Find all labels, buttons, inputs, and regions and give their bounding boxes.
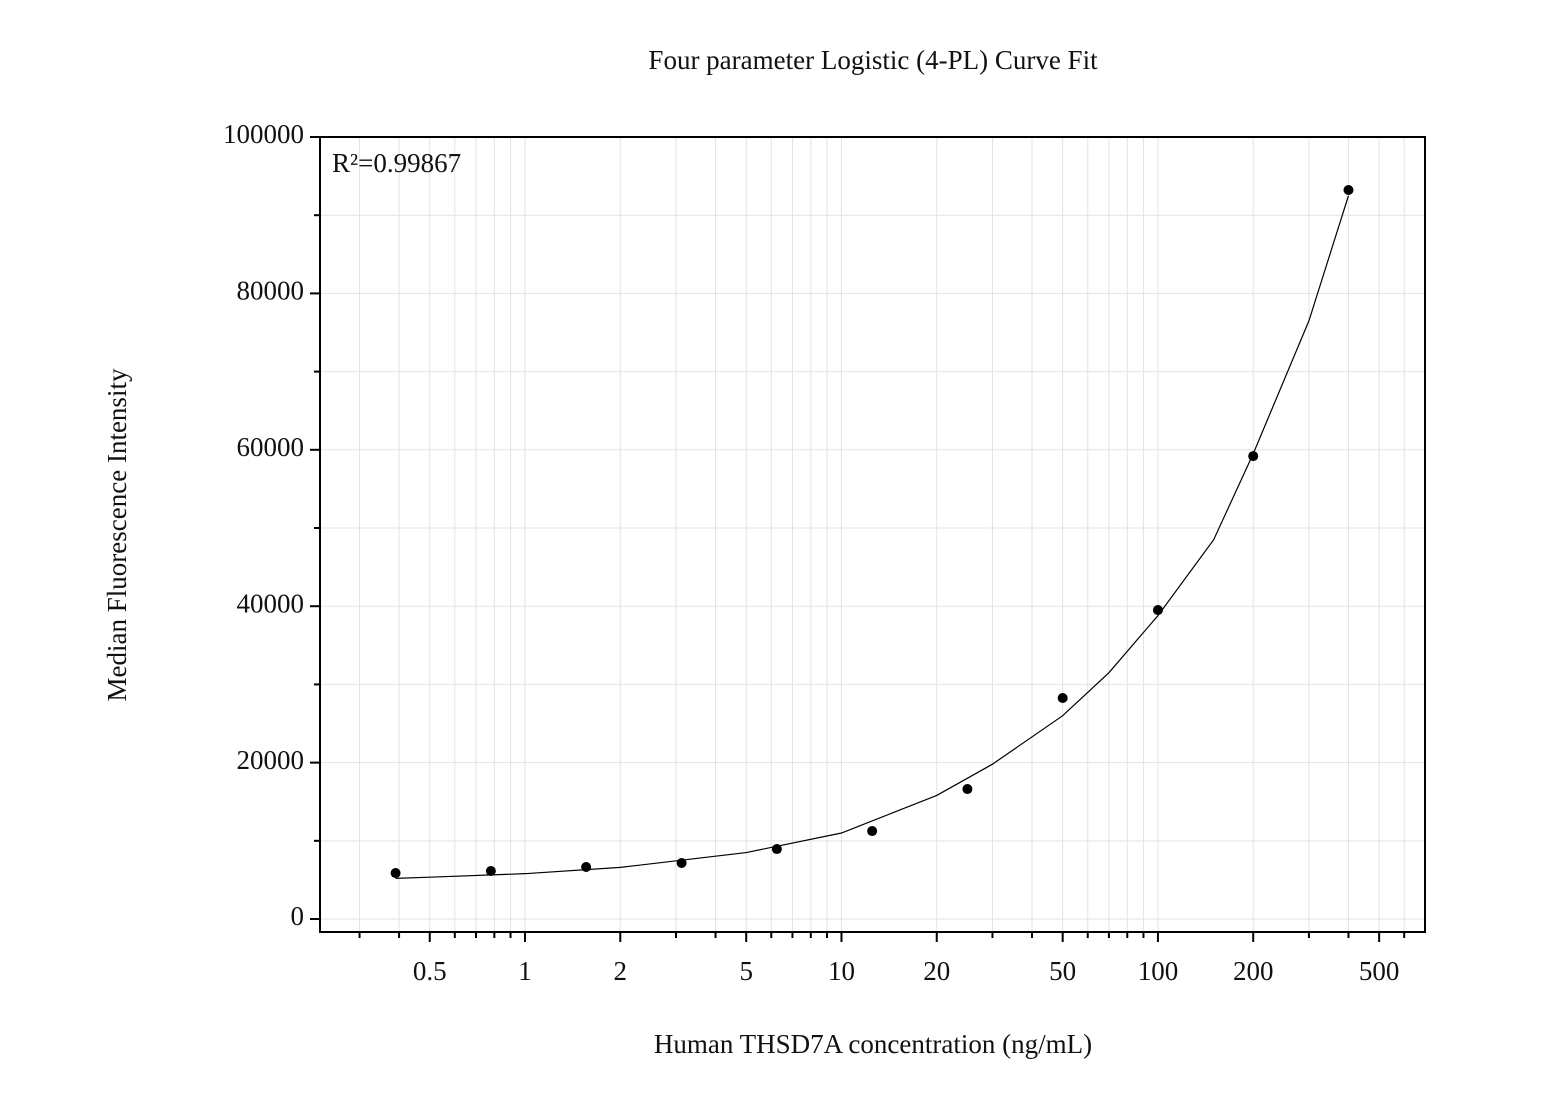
y-tick-label: 100000 <box>223 119 304 149</box>
data-point <box>390 868 401 879</box>
y-tick-label: 60000 <box>237 432 305 462</box>
data-point <box>1248 451 1259 462</box>
data-point <box>962 784 973 795</box>
x-tick-label: 2 <box>614 956 628 986</box>
x-tick-label: 200 <box>1233 956 1274 986</box>
y-axis-label: Median Fluorescence Intensity <box>102 368 132 701</box>
y-tick-label: 0 <box>291 901 305 931</box>
x-tick-label: 0.5 <box>413 956 447 986</box>
plot <box>390 185 1354 879</box>
data-point <box>867 826 878 837</box>
fit-curve <box>395 195 1350 879</box>
data-point <box>1152 605 1163 616</box>
x-tick-label: 100 <box>1138 956 1179 986</box>
x-tick-label: 5 <box>739 956 753 986</box>
data-point <box>1343 185 1354 196</box>
x-tick-label: 1 <box>518 956 532 986</box>
data-point <box>676 858 687 869</box>
y-tick-label: 20000 <box>237 745 305 775</box>
data-point <box>581 862 592 873</box>
plot-frame <box>319 136 1426 933</box>
annotation: R²=0.99867 <box>332 148 461 178</box>
x-tick-label: 10 <box>828 956 855 986</box>
data-point <box>771 844 782 855</box>
data-point <box>1057 693 1068 704</box>
y-tick-label: 40000 <box>237 588 305 618</box>
chart-title: Four parameter Logistic (4-PL) Curve Fit <box>648 45 1098 75</box>
x-tick-label: 20 <box>923 956 950 986</box>
grid <box>320 136 1425 932</box>
data-point <box>485 866 496 877</box>
x-tick-label: 50 <box>1049 956 1076 986</box>
x-axis-label: Human THSD7A concentration (ng/mL) <box>654 1029 1092 1059</box>
x-tick-label: 500 <box>1359 956 1400 986</box>
y-tick-label: 80000 <box>237 276 305 306</box>
